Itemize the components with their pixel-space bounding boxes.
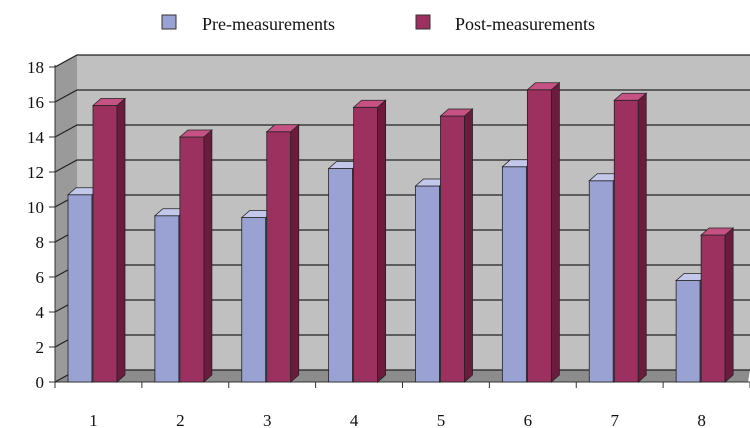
gridline xyxy=(54,89,750,103)
bar-front xyxy=(440,115,465,383)
y-tick-label: 18 xyxy=(27,58,44,77)
bar-side xyxy=(637,92,647,383)
y-tick-label: 16 xyxy=(27,93,44,112)
y-tick-label: 12 xyxy=(27,163,44,182)
gridline xyxy=(54,124,750,138)
x-tick-label: 8 xyxy=(697,411,706,428)
x-tick-label: 3 xyxy=(263,411,272,428)
bar-top xyxy=(700,227,735,236)
bar xyxy=(265,123,300,383)
bar-front xyxy=(588,180,614,383)
bar-top xyxy=(178,129,213,138)
bar-top xyxy=(526,82,561,91)
x-tick-label: 6 xyxy=(524,411,533,428)
gridline xyxy=(54,54,750,68)
legend-label-pre: Pre-measurements xyxy=(202,14,335,34)
bar-top xyxy=(439,108,474,117)
legend-swatch-post xyxy=(415,14,431,30)
bar xyxy=(178,129,213,383)
bar xyxy=(700,227,735,383)
bar-front xyxy=(700,234,726,383)
bar-front xyxy=(154,215,180,383)
bar-front xyxy=(179,136,205,383)
x-tick-label: 1 xyxy=(89,411,98,428)
bar-side xyxy=(550,81,560,383)
bar-front xyxy=(92,105,118,383)
bar xyxy=(439,108,474,383)
bar-front xyxy=(328,168,354,383)
bar-side xyxy=(116,97,126,383)
y-tick-label: 2 xyxy=(36,338,45,357)
bar xyxy=(91,97,127,383)
legend: Pre-measurements Post-measurements xyxy=(161,14,595,34)
legend-swatch-pre xyxy=(161,14,177,30)
bar-side xyxy=(464,108,473,383)
y-tick-label: 8 xyxy=(36,233,45,252)
y-tick-label: 6 xyxy=(36,268,45,287)
bar-front xyxy=(241,217,267,383)
legend-label-post: Post-measurements xyxy=(455,14,595,34)
bar-top xyxy=(265,124,300,133)
floor xyxy=(55,370,750,382)
bar-side xyxy=(290,123,300,383)
bar xyxy=(352,99,387,383)
bar-front xyxy=(67,194,93,383)
bar-top xyxy=(91,98,127,106)
bar-front xyxy=(415,185,440,383)
y-tick-label: 0 xyxy=(36,373,45,392)
bar-top xyxy=(613,92,648,101)
x-tick-label: 2 xyxy=(176,411,185,428)
bar xyxy=(526,81,561,383)
bar-front xyxy=(675,280,701,383)
y-tick-label: 10 xyxy=(27,198,44,217)
x-tick-label: 5 xyxy=(437,411,446,428)
bar-front xyxy=(266,131,292,383)
bar xyxy=(613,92,648,383)
bar-front xyxy=(501,166,527,383)
y-tick-label: 14 xyxy=(27,128,45,147)
bar-side xyxy=(377,99,387,383)
y-tick-label: 4 xyxy=(36,303,45,322)
x-tick-label: 7 xyxy=(610,411,619,428)
bar-side xyxy=(203,129,213,383)
bar-front xyxy=(526,89,552,383)
bar-top xyxy=(352,99,387,108)
bar-front xyxy=(613,99,639,383)
bar-front xyxy=(353,106,379,383)
x-tick-label: 4 xyxy=(350,411,359,428)
bar-side xyxy=(724,227,734,383)
